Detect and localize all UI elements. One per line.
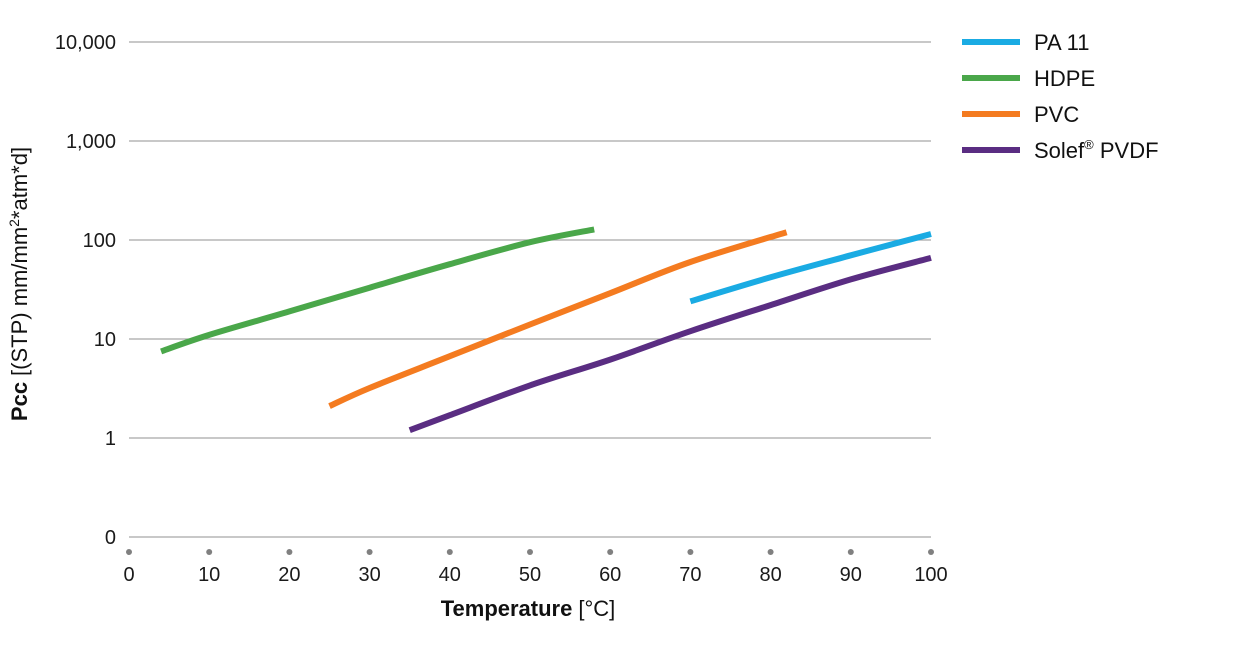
- legend-item: Solef® PVDF: [962, 137, 1159, 163]
- y-axis-title-unit-suffix: *atm*d]: [7, 147, 32, 219]
- x-axis-title-unit: [°C]: [578, 596, 615, 621]
- legend-label: PA 11: [1034, 30, 1089, 55]
- y-axis-title: Pcc [(STP) mm/mm2*atm*d]: [6, 147, 32, 421]
- y-axis-title-main: Pcc: [7, 382, 32, 421]
- x-tick-dot: [527, 549, 533, 555]
- x-tick-dot: [767, 549, 774, 555]
- x-tick-label: 90: [840, 564, 862, 586]
- legend: PA 11 HDPE PVC Solef® PVDF: [962, 30, 1159, 163]
- x-tick-label: 60: [599, 564, 621, 586]
- y-tick-label: 10: [94, 329, 116, 351]
- y-tick-label: 1,000: [66, 131, 116, 153]
- x-tick-label: 80: [759, 564, 781, 586]
- x-tick-labels: 0 10 20 30 40 50 60 70 80 90 100: [123, 549, 948, 586]
- x-tick-label: 10: [198, 564, 220, 586]
- x-tick-label: 50: [519, 564, 541, 586]
- legend-label: PVC: [1034, 102, 1079, 127]
- x-tick-label: 70: [679, 564, 701, 586]
- x-tick-label: 40: [439, 564, 461, 586]
- x-tick-dot: [286, 549, 293, 555]
- x-axis-title-main: Temperature: [441, 596, 573, 621]
- series-line-4: [408, 255, 932, 434]
- y-tick-labels: 0 1 10 100 1,000 10,000: [55, 32, 116, 549]
- legend-item: HDPE: [962, 66, 1095, 91]
- y-tick-label: 1: [105, 428, 116, 450]
- y-axis-title-unit-sup: 2: [6, 219, 22, 227]
- y-tick-label: 10,000: [55, 32, 116, 54]
- x-tick-dot: [366, 549, 373, 555]
- legend-item: PVC: [962, 102, 1079, 127]
- x-tick-dot: [206, 549, 213, 555]
- x-tick-dot: [446, 549, 453, 555]
- series-line-1: [689, 231, 932, 305]
- x-tick-label: 30: [358, 564, 380, 586]
- legend-label: Solef® PVDF: [1034, 137, 1159, 163]
- x-tick-dot: [687, 549, 694, 555]
- x-tick-label: 20: [278, 564, 300, 586]
- gridlines: [129, 41, 931, 538]
- y-tick-label: 0: [105, 527, 116, 549]
- x-tick-dot: [847, 549, 854, 555]
- series-line-2: [160, 226, 595, 355]
- series-line-3: [328, 229, 788, 409]
- x-tick-dot: [607, 549, 614, 555]
- x-tick-label: 0: [123, 564, 134, 586]
- x-axis-title: Temperature [°C]: [441, 596, 616, 621]
- x-tick-dot: [928, 549, 934, 555]
- legend-label: HDPE: [1034, 66, 1095, 91]
- y-axis-title-unit-prefix: [(STP) mm/mm: [7, 227, 32, 376]
- x-tick-dot: [126, 549, 132, 555]
- y-tick-label: 100: [83, 230, 116, 252]
- legend-item: PA 11: [962, 30, 1089, 55]
- x-tick-label: 100: [914, 564, 947, 586]
- series-lines: [160, 226, 932, 434]
